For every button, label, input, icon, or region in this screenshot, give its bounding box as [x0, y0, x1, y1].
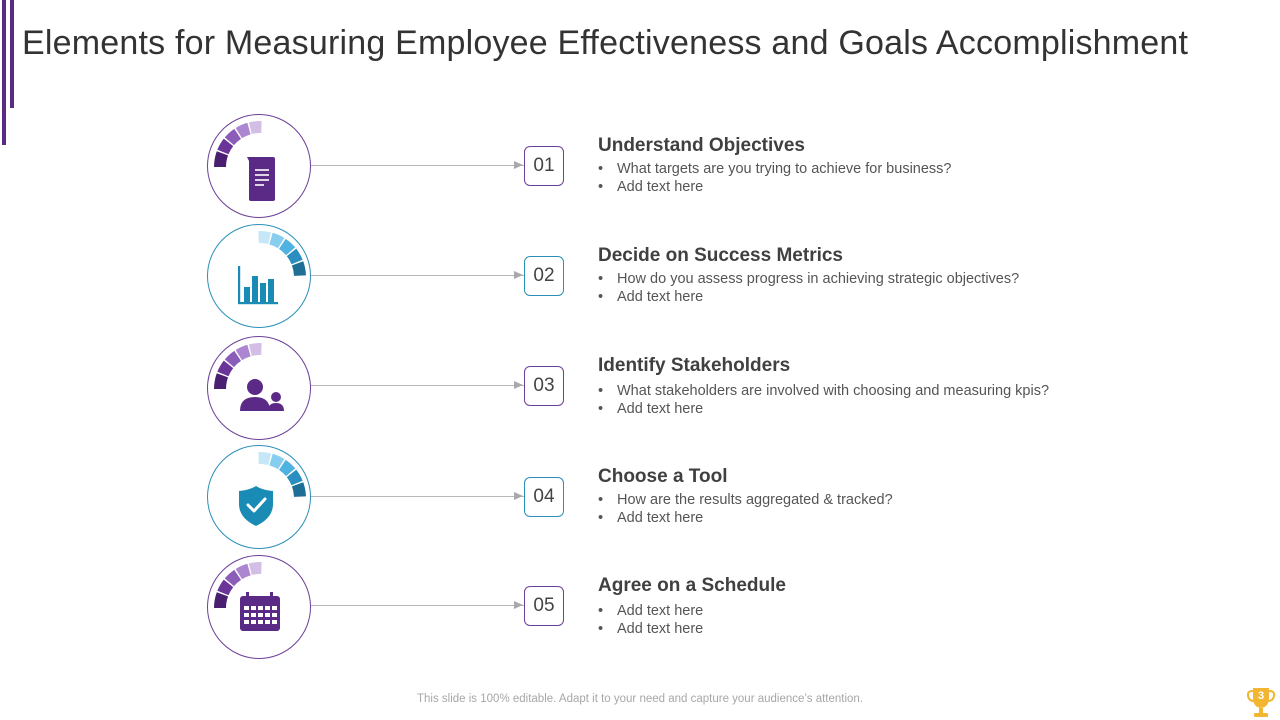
- bullet-item: Add text here: [598, 288, 1019, 306]
- accent-bar-outer: [2, 0, 6, 145]
- arc-segment: [291, 482, 306, 497]
- arc-segment: [235, 122, 251, 139]
- trophy-icon: [1246, 688, 1276, 717]
- arrowhead-1: [514, 161, 523, 169]
- step-bullets-3: What stakeholders are involved with choo…: [598, 382, 1049, 418]
- footer-note: This slide is 100% editable. Adapt it to…: [416, 693, 864, 705]
- bullet-item: Add text here: [598, 509, 893, 527]
- arc-segment: [214, 151, 229, 167]
- connector-line-3: [311, 385, 524, 386]
- arc-segment: [258, 231, 272, 245]
- progress-arc-2: [258, 231, 306, 276]
- arc-segment: [279, 238, 296, 256]
- accent-bar-inner: [10, 0, 14, 108]
- people-icon: [240, 379, 284, 411]
- bullet-item: Add text here: [598, 602, 703, 620]
- arc-segment: [248, 121, 262, 135]
- arrowhead-4: [514, 492, 523, 500]
- arc-segment: [258, 452, 272, 466]
- arc-segment: [286, 469, 303, 486]
- step-circle-3: [207, 336, 311, 440]
- step-bullets-5: Add text here Add text here: [598, 602, 703, 638]
- arc-segment: [286, 248, 303, 265]
- step-number-4: 04: [524, 477, 564, 517]
- arc-segment: [214, 373, 229, 389]
- step-number-5: 05: [524, 586, 564, 626]
- progress-arc-3: [214, 343, 262, 389]
- bullet-item: Add text here: [598, 178, 951, 196]
- arc-segment: [235, 344, 251, 361]
- arc-segment: [217, 579, 234, 596]
- progress-arc-5: [214, 562, 262, 608]
- shield-check-icon: [239, 486, 273, 526]
- slide-title: Elements for Measuring Employee Effectiv…: [22, 24, 1189, 62]
- bullet-item: How are the results aggregated & tracked…: [598, 491, 893, 509]
- step-bullets-2: How do you assess progress in achieving …: [598, 270, 1019, 306]
- arc-segment: [217, 360, 234, 377]
- step-title-5: Agree on a Schedule: [598, 575, 786, 596]
- step-circle-2: [207, 224, 311, 328]
- arc-segment: [224, 128, 241, 146]
- arrowhead-5: [514, 601, 523, 609]
- bullet-item: Add text here: [598, 400, 1049, 418]
- step-title-1: Understand Objectives: [598, 135, 805, 156]
- step-title-3: Identify Stakeholders: [598, 355, 791, 376]
- bullet-item: How do you assess progress in achieving …: [598, 270, 1019, 288]
- arc-segment: [217, 138, 234, 155]
- step-circle-1: [207, 114, 311, 218]
- arc-segment: [224, 569, 241, 587]
- connector-line-1: [311, 165, 524, 166]
- step-row-4: 04 Choose a Tool How are the results agg…: [0, 441, 1280, 551]
- arc-segment: [214, 592, 229, 608]
- step-number-2: 02: [524, 256, 564, 296]
- connector-line-2: [311, 275, 524, 276]
- step-row-3: 03 Identify Stakeholders What stakeholde…: [0, 330, 1280, 440]
- step-row-1: 01 Understand Objectives What targets ar…: [0, 110, 1280, 220]
- connector-line-4: [311, 496, 524, 497]
- step-title-2: Decide on Success Metrics: [598, 245, 843, 266]
- step-bullets-4: How are the results aggregated & tracked…: [598, 491, 893, 527]
- step-circle-4: [207, 445, 311, 549]
- page-number: 3: [1257, 690, 1265, 702]
- bullet-item: What stakeholders are involved with choo…: [598, 382, 1049, 400]
- arrowhead-2: [514, 271, 523, 279]
- arc-segment: [279, 459, 296, 477]
- arc-segment: [248, 562, 262, 576]
- bar-chart-icon: [238, 266, 278, 305]
- arc-segment: [224, 350, 241, 368]
- progress-arc-4: [258, 452, 306, 497]
- calendar-icon: [240, 592, 280, 631]
- step-row-2: 02 Decide on Success Metrics How do you …: [0, 220, 1280, 330]
- arc-segment: [248, 343, 262, 357]
- arrowhead-3: [514, 381, 523, 389]
- document-icon: [247, 157, 275, 201]
- arc-segment: [269, 232, 285, 249]
- connector-line-5: [311, 605, 524, 606]
- progress-arc-1: [214, 121, 262, 167]
- step-circle-5: [207, 555, 311, 659]
- step-row-5: 05 Agree on a Schedule Add text here Add…: [0, 550, 1280, 660]
- step-number-1: 01: [524, 146, 564, 186]
- step-number-3: 03: [524, 366, 564, 406]
- arc-segment: [269, 453, 285, 470]
- step-bullets-1: What targets are you trying to achieve f…: [598, 160, 951, 196]
- arc-segment: [235, 563, 251, 580]
- arc-segment: [291, 261, 306, 276]
- step-title-4: Choose a Tool: [598, 466, 728, 487]
- bullet-item: What targets are you trying to achieve f…: [598, 160, 951, 178]
- bullet-item: Add text here: [598, 620, 703, 638]
